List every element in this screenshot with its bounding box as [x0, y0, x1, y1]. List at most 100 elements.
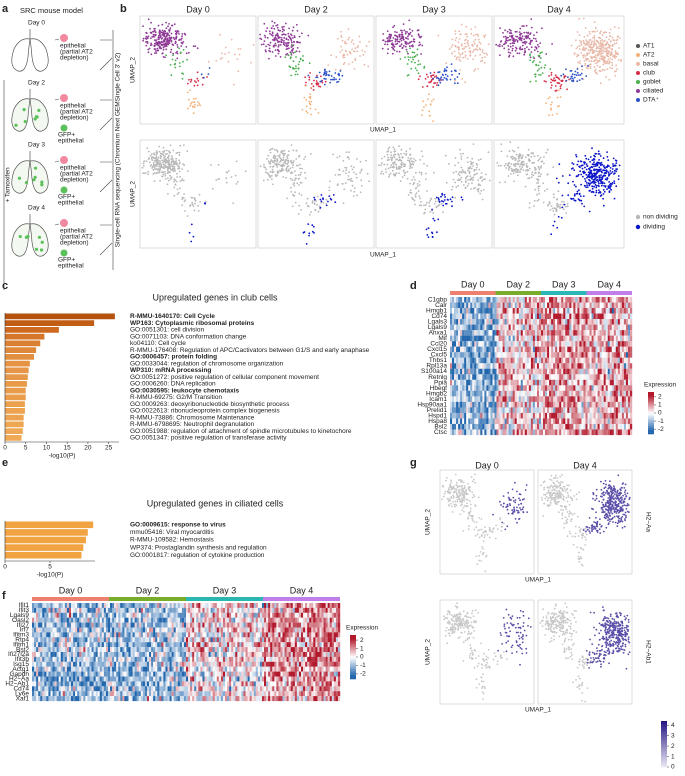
heat-cell	[507, 336, 509, 342]
umap-point	[147, 49, 149, 51]
umap-point	[591, 57, 593, 59]
umap-point	[390, 173, 392, 175]
heat-cell	[616, 319, 618, 325]
umap-point	[360, 170, 362, 172]
umap-point	[159, 166, 161, 168]
heat-cell	[521, 308, 523, 314]
umap-point	[468, 168, 470, 170]
heat-cell	[604, 330, 606, 336]
panel-label: d	[410, 280, 417, 292]
heat-cell	[608, 303, 610, 309]
heat-cell	[604, 380, 606, 386]
heat-cell	[583, 336, 585, 342]
heat-cell	[557, 374, 559, 380]
umap-point	[446, 78, 448, 80]
heat-cell	[588, 358, 590, 364]
heat-cell	[628, 347, 630, 353]
umap-point	[470, 28, 472, 30]
heat-cell	[545, 325, 547, 331]
umap-point	[538, 65, 540, 67]
umap-point	[177, 30, 179, 32]
heat-cell	[563, 358, 565, 364]
umap-point	[567, 182, 569, 184]
umap-point	[511, 50, 513, 52]
x-axis-label: UMAP_1	[370, 252, 396, 259]
heat-cell	[561, 380, 563, 386]
heat-cell	[543, 303, 545, 309]
heat-cell	[549, 303, 551, 309]
heat-cell	[555, 352, 557, 358]
heat-cell	[454, 358, 456, 364]
heat-cell	[559, 319, 561, 325]
umap-point	[467, 157, 469, 159]
heat-cell	[464, 358, 466, 364]
heat-cell	[592, 330, 594, 336]
umap-point	[615, 50, 617, 52]
umap-point	[367, 173, 369, 175]
heat-cell	[573, 374, 575, 380]
umap-point	[318, 211, 320, 213]
umap-point	[520, 168, 522, 170]
heat-cell	[612, 303, 614, 309]
heat-cell	[581, 347, 583, 353]
umap-point	[431, 100, 433, 102]
umap-point	[533, 175, 535, 177]
heat-cell	[598, 380, 600, 386]
heat-cell	[499, 363, 501, 369]
umap-point	[296, 41, 298, 43]
umap-point	[447, 199, 449, 201]
heat-cell	[577, 374, 579, 380]
heat-cell	[583, 385, 585, 391]
umap-point	[389, 40, 391, 42]
heat-cell	[484, 358, 486, 364]
heat-cell	[513, 325, 515, 331]
y-axis-label: UMAP_2	[130, 181, 137, 207]
umap-point	[409, 162, 411, 164]
umap-point	[594, 164, 596, 166]
umap-point	[183, 49, 185, 51]
heat-cell	[497, 358, 499, 364]
heat-cell	[616, 347, 618, 353]
umap-point	[398, 145, 400, 147]
heat-cell	[588, 303, 590, 309]
heat-cell	[492, 303, 494, 309]
heat-cell	[490, 314, 492, 320]
heat-cell	[517, 380, 519, 386]
heat-cell	[602, 314, 604, 320]
heat-cell	[594, 319, 596, 325]
heat-cell	[628, 319, 630, 325]
heat-cell	[470, 336, 472, 342]
umap-point	[471, 182, 473, 184]
heat-cell	[460, 330, 462, 336]
heat-cell	[575, 363, 577, 369]
gfp-label: epithelial	[58, 138, 84, 145]
umap-point	[551, 205, 553, 207]
heat-cell	[590, 347, 592, 353]
umap-point	[558, 216, 560, 218]
heat-cell	[460, 325, 462, 331]
gfp-cell	[34, 167, 37, 170]
heat-cell	[521, 336, 523, 342]
heat-cell	[452, 363, 454, 369]
heat-cell	[480, 341, 482, 347]
heat-cell	[555, 363, 557, 369]
day-header: Day 4	[547, 4, 571, 14]
epi-cell	[60, 94, 68, 102]
umap-point	[532, 171, 534, 173]
umap-point	[307, 198, 309, 200]
umap-point	[515, 168, 517, 170]
heat-cell	[598, 369, 600, 375]
umap-point	[463, 184, 465, 186]
heat-cell	[488, 303, 490, 309]
heat-cell	[577, 297, 579, 303]
umap-point	[174, 23, 176, 25]
umap-point	[278, 53, 280, 55]
umap-point	[329, 71, 331, 73]
heat-cell	[458, 391, 460, 397]
heat-cell	[507, 341, 509, 347]
heat-cell	[573, 358, 575, 364]
umap-point	[595, 59, 597, 61]
heat-cell	[616, 385, 618, 391]
umap-point	[519, 46, 521, 48]
heat-cell	[549, 347, 551, 353]
